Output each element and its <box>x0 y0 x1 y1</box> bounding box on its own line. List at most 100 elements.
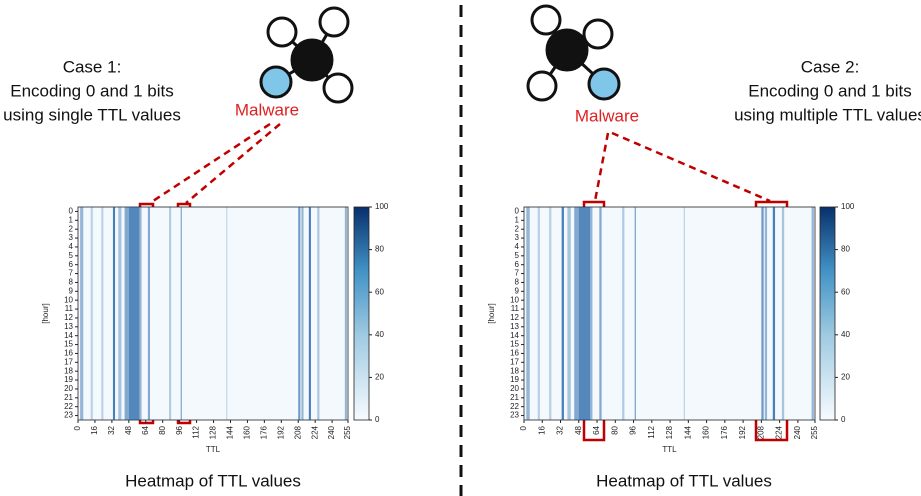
heatmap-stripe <box>782 207 784 420</box>
x-tick-label: 224 <box>310 425 319 439</box>
x-tick-label: 16 <box>90 425 99 434</box>
y-tick-label: 21 <box>64 393 73 402</box>
y-tick-label: 22 <box>510 402 519 411</box>
x-axis-label: TTL <box>206 445 221 454</box>
heatmap-stripe <box>773 207 775 420</box>
y-tick-label: 0 <box>69 207 74 216</box>
x-tick-label: 112 <box>192 425 201 438</box>
heatmap-stripe <box>301 207 303 420</box>
case-description: using single TTL values <box>3 105 181 124</box>
colorbar-tick-label: 0 <box>375 415 380 424</box>
heatmap-stripe <box>181 207 182 420</box>
heatmap-stripe <box>309 207 311 420</box>
heatmap-stripe <box>118 207 121 420</box>
case-description: Encoding 0 and 1 bits <box>748 81 912 100</box>
y-tick-label: 23 <box>64 411 73 420</box>
heatmap-stripe <box>148 207 150 420</box>
x-tick-label: 192 <box>276 425 285 439</box>
y-tick-label: 8 <box>69 278 74 287</box>
colorbar-tick-label: 80 <box>375 245 384 254</box>
x-tick-label: 48 <box>574 425 583 434</box>
y-tick-label: 9 <box>69 286 74 295</box>
colorbar-tick-label: 20 <box>375 373 384 382</box>
x-tick-label: 32 <box>556 425 565 434</box>
y-tick-label: 0 <box>515 207 520 216</box>
y-tick-label: 3 <box>515 233 520 242</box>
y-tick-label: 18 <box>510 366 519 375</box>
heatmap-stripe <box>345 207 347 420</box>
colorbar-tick-label: 80 <box>841 245 850 254</box>
y-tick-label: 16 <box>64 349 73 358</box>
page: {"panels": [ {"case_label": "Case 1:", "… <box>0 0 921 496</box>
heatmap-stripe <box>526 207 529 420</box>
y-tick-label: 7 <box>69 269 74 278</box>
x-tick-label: 112 <box>647 425 656 438</box>
colorbar-tick-label: 40 <box>375 330 384 339</box>
y-tick-label: 10 <box>510 295 519 304</box>
y-tick-label: 12 <box>64 313 73 322</box>
heatmap-stripe <box>549 207 551 420</box>
heatmap-stripe <box>812 207 814 420</box>
caption: Heatmap of TTL values <box>596 471 772 490</box>
heatmap-stripe <box>562 207 564 420</box>
case-label: Case 1: <box>63 57 122 76</box>
x-tick-label: 255 <box>810 425 819 439</box>
heatmap-stripe <box>125 207 129 420</box>
x-tick-label: 255 <box>343 425 352 439</box>
heatmap-stripe <box>684 207 685 420</box>
y-tick-label: 5 <box>515 251 520 260</box>
x-tick-label: 128 <box>209 425 218 439</box>
y-tick-label: 23 <box>510 411 519 420</box>
y-tick-label: 22 <box>64 402 73 411</box>
colorbar-tick-label: 100 <box>375 202 389 211</box>
x-tick-label: 128 <box>665 425 674 439</box>
heatmap-stripe <box>567 207 570 420</box>
colorbar <box>820 207 835 420</box>
x-tick-label: 0 <box>519 425 528 430</box>
y-tick-label: 2 <box>515 224 520 233</box>
malware-label: Malware <box>235 100 299 119</box>
y-tick-label: 4 <box>515 242 520 251</box>
x-tick-label: 208 <box>756 425 765 439</box>
y-tick-label: 2 <box>69 224 74 233</box>
y-tick-label: 14 <box>64 331 73 340</box>
y-tick-label: 10 <box>64 295 73 304</box>
y-tick-label: 11 <box>511 304 520 313</box>
case-description: Encoding 0 and 1 bits <box>10 81 174 100</box>
heatmap-stripe <box>226 207 227 420</box>
figure: Case 1: Encoding 0 and 1 bits using single… <box>0 0 921 496</box>
colorbar-tick-label: 40 <box>841 330 850 339</box>
x-tick-label: 96 <box>629 425 638 434</box>
y-tick-label: 8 <box>515 278 520 287</box>
y-tick-label: 12 <box>510 313 519 322</box>
x-tick-label: 80 <box>610 425 619 434</box>
x-tick-label: 160 <box>702 425 711 439</box>
caption: Heatmap of TTL values <box>125 471 301 490</box>
x-tick-label: 16 <box>537 425 546 434</box>
x-tick-label: 176 <box>259 425 268 439</box>
y-tick-label: 6 <box>69 260 74 269</box>
heatmap-stripe <box>91 207 93 420</box>
colorbar-tick-label: 20 <box>841 373 850 382</box>
y-tick-label: 15 <box>510 340 519 349</box>
y-tick-label: 3 <box>69 233 74 242</box>
heatmap-stripe <box>101 207 103 420</box>
y-tick-label: 18 <box>64 366 73 375</box>
heatmap-stripe <box>579 207 590 420</box>
colorbar-tick-label: 0 <box>841 415 846 424</box>
y-tick-label: 17 <box>510 357 519 366</box>
heatmap-stripe <box>298 207 300 420</box>
x-tick-label: 64 <box>141 425 150 434</box>
y-tick-label: 17 <box>64 357 73 366</box>
malware-label: Malware <box>575 106 639 125</box>
y-tick-label: 4 <box>69 242 74 251</box>
colorbar-tick-label: 60 <box>375 287 384 296</box>
y-tick-label: 14 <box>510 331 519 340</box>
colorbar <box>354 207 369 420</box>
colorbar-tick-label: 60 <box>841 287 850 296</box>
y-tick-label: 1 <box>515 215 520 224</box>
y-tick-label: 13 <box>510 322 519 331</box>
y-axis-label: [hour] <box>41 303 50 323</box>
heatmap-stripe <box>761 207 763 420</box>
heatmap-stripe <box>599 207 601 420</box>
